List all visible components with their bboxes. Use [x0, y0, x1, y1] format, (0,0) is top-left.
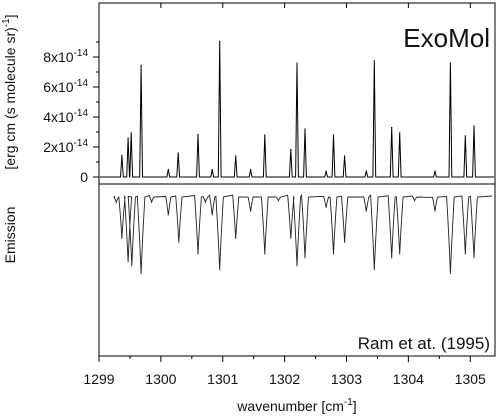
exomol-peak-20 — [391, 126, 393, 129]
exomol-peak-25 — [473, 125, 475, 127]
exomol-peak-8 — [219, 40, 221, 42]
y-axis-label-units: [erg cm (s molecule sr)-1] — [1, 14, 18, 169]
y-tick-label-4: 8x10-14 — [43, 48, 88, 65]
exomol-peak-18 — [365, 170, 367, 172]
exomol-peak-11 — [264, 134, 266, 136]
y-tick-label-1: 2x10-14 — [43, 138, 88, 155]
x-tick-label-1303: 1303 — [331, 371, 362, 387]
exomol-peak-23 — [449, 62, 451, 64]
exomol-peak-7 — [211, 168, 213, 171]
exomol-peak-5 — [177, 152, 179, 154]
exomol-peak-24 — [464, 135, 466, 137]
y-tick-label-0: 0 — [80, 169, 88, 185]
x-axis-ticks: 1299 1300 1301 1302 1303 1304 1305 — [83, 3, 486, 387]
x-tick-label-1300: 1300 — [145, 371, 176, 387]
y-tick-label-2: 4x10-14 — [43, 108, 88, 125]
exomol-peak-21 — [399, 132, 401, 134]
exomol-peak-12 — [290, 148, 292, 150]
ram-label: Ram et at. (1995) — [358, 334, 490, 353]
x-tick-label-1301: 1301 — [207, 371, 238, 387]
y-axis-ticks: 0 2x10-14 4x10-14 6x10-14 8x10-14 — [43, 41, 99, 185]
ram-spectrum-line — [113, 193, 493, 275]
ram-1995-series — [113, 193, 493, 275]
exomol-peak-13 — [296, 62, 298, 64]
exomol-peak-9 — [235, 155, 237, 157]
exomol-peak-3 — [140, 64, 142, 66]
x-tick-label-1299: 1299 — [83, 371, 114, 387]
x-tick-label-1304: 1304 — [393, 371, 424, 387]
exomol-peak-19 — [373, 60, 375, 62]
x-tick-label-1305: 1305 — [455, 371, 486, 387]
exomol-peak-15 — [325, 170, 327, 172]
exomol-spectrum-line — [100, 41, 494, 178]
exomol-series — [100, 40, 494, 178]
exomol-peak-10 — [250, 168, 252, 171]
exomol-peak-16 — [332, 134, 335, 136]
x-tick-label-1302: 1302 — [269, 371, 300, 387]
y-tick-label-3: 6x10-14 — [43, 78, 88, 95]
exomol-label: ExoMol — [403, 23, 490, 53]
exomol-peak-2 — [130, 132, 132, 134]
exomol-peak-6 — [197, 133, 199, 135]
exomol-peak-1 — [127, 137, 129, 139]
exomol-peak-0 — [121, 154, 123, 156]
exomol-peak-17 — [344, 155, 346, 157]
x-axis-label: wavenumber [cm-1] — [236, 397, 356, 414]
exomol-peak-22 — [434, 170, 436, 172]
exomol-peak-14 — [304, 128, 306, 130]
y-axis-label-emission: Emission — [2, 207, 18, 264]
bottom-panel-frame — [98, 183, 496, 357]
exomol-peak-4 — [167, 168, 169, 171]
